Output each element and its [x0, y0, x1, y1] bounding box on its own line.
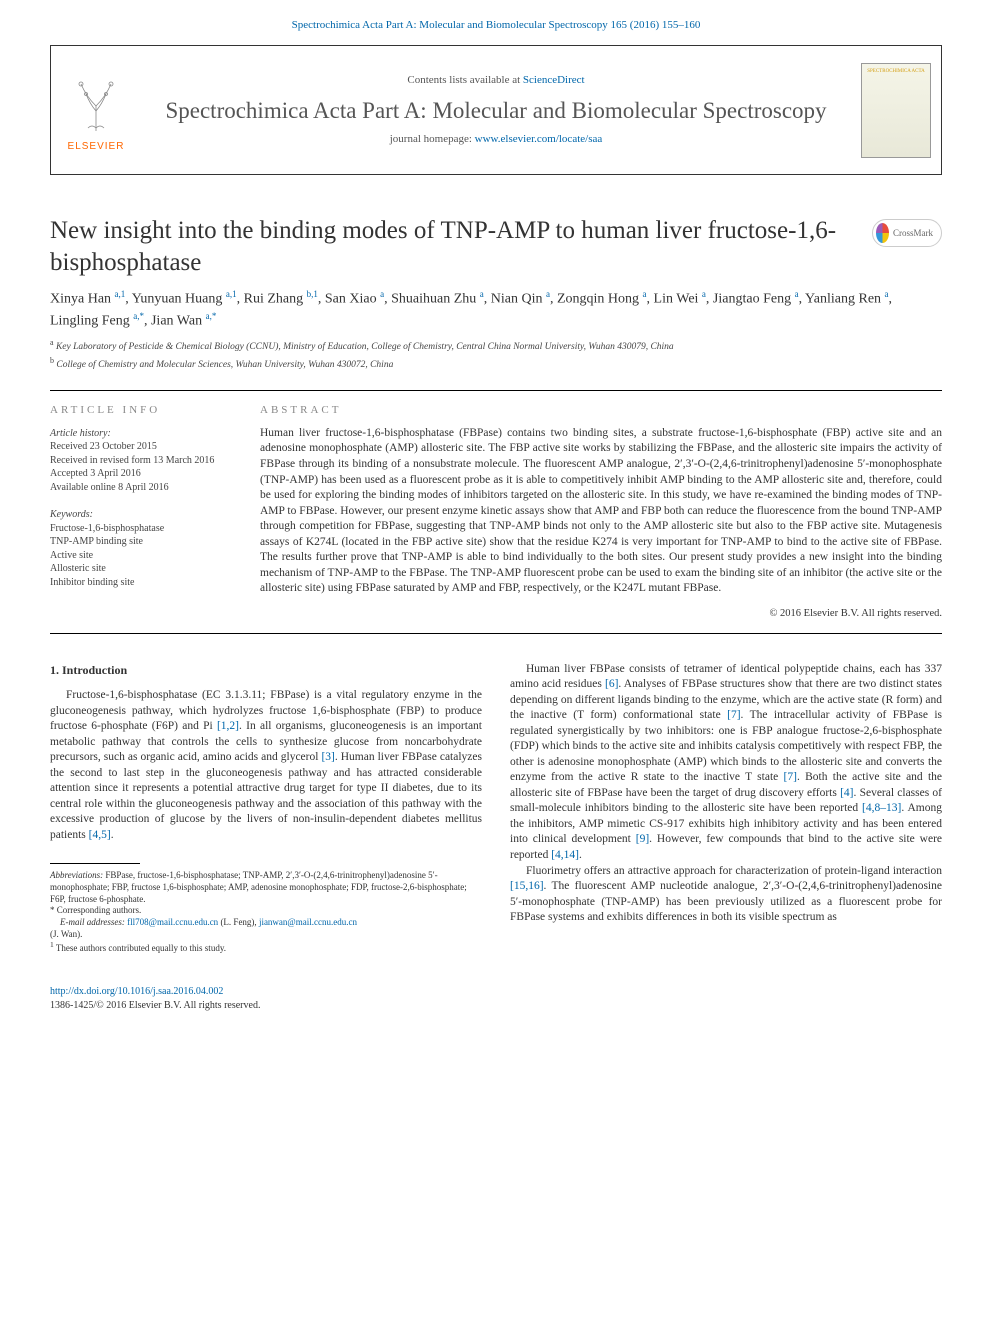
elsevier-label: ELSEVIER	[68, 140, 125, 154]
history-line: Accepted 3 April 2016	[50, 467, 242, 481]
top-citation-link[interactable]: Spectrochimica Acta Part A: Molecular an…	[292, 19, 701, 31]
elsevier-logo: ELSEVIER	[51, 46, 141, 174]
email-who-2: (J. Wan).	[50, 929, 482, 941]
contents-prefix: Contents lists available at	[407, 74, 522, 86]
article-title: New insight into the binding modes of TN…	[50, 215, 852, 278]
email-link-1[interactable]: fll708@mail.ccnu.edu.cn	[127, 917, 218, 927]
intro-p3: Fluorimetry offers an attractive approac…	[510, 864, 942, 926]
affiliation-b: College of Chemistry and Molecular Scien…	[56, 360, 393, 370]
corresponding-label: Corresponding authors.	[57, 905, 142, 915]
top-citation: Spectrochimica Acta Part A: Molecular an…	[0, 0, 992, 45]
email-label: E-mail addresses:	[60, 917, 125, 927]
doi-link[interactable]: http://dx.doi.org/10.1016/j.saa.2016.04.…	[50, 986, 223, 997]
abbrev-label: Abbreviations:	[50, 870, 103, 880]
page-footer: http://dx.doi.org/10.1016/j.saa.2016.04.…	[50, 985, 942, 1013]
equal-contrib: These authors contributed equally to thi…	[56, 943, 226, 953]
journal-name: Spectrochimica Acta Part A: Molecular an…	[151, 97, 841, 125]
keyword: Active site	[50, 549, 242, 563]
homepage-url[interactable]: www.elsevier.com/locate/saa	[475, 133, 603, 145]
email-link-2[interactable]: jianwan@mail.ccnu.edu.cn	[259, 917, 357, 927]
abstract-text: Human liver fructose-1,6-bisphosphatase …	[260, 426, 942, 597]
keyword: Inhibitor binding site	[50, 576, 242, 590]
authors-list: Xinya Han a,1, Yunyuan Huang a,1, Rui Zh…	[50, 288, 942, 331]
history-label: Article history:	[50, 427, 242, 441]
abstract-copyright: © 2016 Elsevier B.V. All rights reserved…	[260, 607, 942, 621]
abstract-column: abstract Human liver fructose-1,6-bispho…	[260, 391, 942, 633]
article-info-column: article info Article history: Received 2…	[50, 391, 260, 633]
intro-heading: 1. Introduction	[50, 662, 482, 678]
keyword: Allosteric site	[50, 562, 242, 576]
history-line: Received in revised form 13 March 2016	[50, 454, 242, 468]
cover-image: SPECTROCHIMICA ACTA	[861, 63, 931, 158]
cover-title-text: SPECTROCHIMICA ACTA	[866, 68, 926, 75]
intro-p1: Fructose-1,6-bisphosphatase (EC 3.1.3.11…	[50, 688, 482, 843]
divider	[50, 633, 942, 634]
abstract-heading: abstract	[260, 403, 942, 418]
journal-header: ELSEVIER Contents lists available at Sci…	[50, 45, 942, 175]
crossmark-label: CrossMark	[893, 227, 933, 240]
email-who-1: (L. Feng),	[218, 917, 259, 927]
homepage-line: journal homepage: www.elsevier.com/locat…	[151, 132, 841, 147]
footnotes: Abbreviations: FBPase, fructose-1,6-bisp…	[50, 870, 482, 955]
header-center: Contents lists available at ScienceDirec…	[141, 46, 851, 174]
keyword: TNP-AMP binding site	[50, 535, 242, 549]
homepage-prefix: journal homepage:	[390, 133, 475, 145]
affiliation-a: Key Laboratory of Pesticide & Chemical B…	[56, 342, 674, 352]
keyword: Fructose-1,6-bisphosphatase	[50, 522, 242, 536]
abbrev-text: FBPase, fructose-1,6-bisphosphatase; TNP…	[50, 870, 467, 903]
right-column: Human liver FBPase consists of tetramer …	[510, 662, 942, 955]
history-line: Received 23 October 2015	[50, 440, 242, 454]
cover-thumbnail: SPECTROCHIMICA ACTA	[851, 46, 941, 174]
crossmark-icon	[876, 223, 889, 243]
keywords-label: Keywords:	[50, 508, 242, 522]
elsevier-tree-icon	[66, 66, 126, 136]
contents-line: Contents lists available at ScienceDirec…	[151, 73, 841, 88]
left-column: 1. Introduction Fructose-1,6-bisphosphat…	[50, 662, 482, 955]
footnote-rule	[50, 863, 140, 864]
issn-copyright: 1386-1425/© 2016 Elsevier B.V. All right…	[50, 1000, 260, 1011]
intro-p2: Human liver FBPase consists of tetramer …	[510, 662, 942, 864]
article-info-heading: article info	[50, 403, 242, 418]
sciencedirect-link[interactable]: ScienceDirect	[523, 74, 585, 86]
affiliations: a Key Laboratory of Pesticide & Chemical…	[50, 337, 942, 372]
crossmark-badge[interactable]: CrossMark	[872, 219, 942, 247]
history-line: Available online 8 April 2016	[50, 481, 242, 495]
